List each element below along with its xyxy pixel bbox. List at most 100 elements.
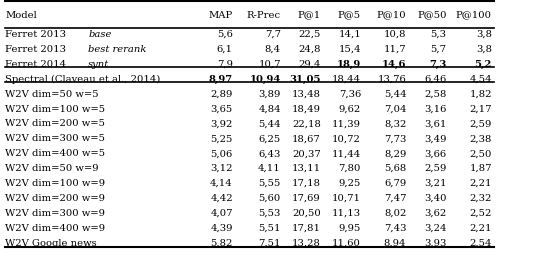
- Text: 3,62: 3,62: [424, 209, 446, 218]
- Text: 7,04: 7,04: [384, 105, 406, 114]
- Text: 1,82: 1,82: [469, 90, 492, 99]
- Text: W2V dim=200 w=5: W2V dim=200 w=5: [5, 119, 105, 128]
- Text: 1,87: 1,87: [469, 164, 492, 173]
- Text: 4,42: 4,42: [210, 194, 233, 203]
- Text: Spectral (Claveau et al., 2014): Spectral (Claveau et al., 2014): [5, 75, 161, 84]
- Text: Ferret 2014: Ferret 2014: [5, 60, 69, 69]
- Text: R-Prec: R-Prec: [247, 11, 281, 20]
- Text: 7,3: 7,3: [429, 60, 446, 69]
- Text: 2,38: 2,38: [469, 134, 492, 143]
- Text: 7,36: 7,36: [339, 90, 361, 99]
- Text: W2V dim=100 w=5: W2V dim=100 w=5: [5, 105, 106, 114]
- Text: 9,95: 9,95: [339, 224, 361, 233]
- Text: W2V dim=400 w=5: W2V dim=400 w=5: [5, 149, 106, 158]
- Text: 6,1: 6,1: [217, 45, 233, 54]
- Text: 5,55: 5,55: [258, 179, 281, 188]
- Text: 4,54: 4,54: [469, 75, 492, 84]
- Text: 11,60: 11,60: [332, 239, 361, 248]
- Text: best rerank: best rerank: [88, 45, 146, 54]
- Text: 29,4: 29,4: [299, 60, 321, 69]
- Text: 6,43: 6,43: [258, 149, 281, 158]
- Text: 2,58: 2,58: [424, 90, 446, 99]
- Text: P@5: P@5: [338, 11, 361, 20]
- Text: W2V dim=400 w=9: W2V dim=400 w=9: [5, 224, 106, 233]
- Text: 13,28: 13,28: [292, 239, 321, 248]
- Text: 18,49: 18,49: [292, 105, 321, 114]
- Text: W2V dim=300 w=9: W2V dim=300 w=9: [5, 209, 105, 218]
- Text: 10,94: 10,94: [249, 75, 281, 84]
- Text: 13,11: 13,11: [292, 164, 321, 173]
- Text: 5,6: 5,6: [217, 30, 233, 39]
- Text: 15,4: 15,4: [339, 45, 361, 54]
- Text: W2V dim=200 w=9: W2V dim=200 w=9: [5, 194, 105, 203]
- Text: P@50: P@50: [417, 11, 446, 20]
- Text: 3,49: 3,49: [424, 134, 446, 143]
- Text: 3,92: 3,92: [210, 119, 233, 128]
- Text: Ferret 2013: Ferret 2013: [5, 30, 69, 39]
- Text: 4,84: 4,84: [258, 105, 281, 114]
- Text: 3,12: 3,12: [210, 164, 233, 173]
- Text: P@100: P@100: [456, 11, 492, 20]
- Text: P@10: P@10: [377, 11, 406, 20]
- Text: 14,1: 14,1: [338, 30, 361, 39]
- Text: 18,44: 18,44: [332, 75, 361, 84]
- Text: 17,69: 17,69: [292, 194, 321, 203]
- Text: 3,61: 3,61: [424, 119, 446, 128]
- Text: 7,43: 7,43: [384, 224, 406, 233]
- Text: 6,46: 6,46: [424, 75, 446, 84]
- Text: 13,76: 13,76: [378, 75, 406, 84]
- Text: 7,7: 7,7: [265, 30, 281, 39]
- Text: 5,7: 5,7: [430, 45, 446, 54]
- Text: 8,29: 8,29: [384, 149, 406, 158]
- Text: 5,2: 5,2: [474, 60, 492, 69]
- Text: 2,59: 2,59: [424, 164, 446, 173]
- Text: 3,8: 3,8: [476, 45, 492, 54]
- Text: 22,5: 22,5: [299, 30, 321, 39]
- Text: 7,47: 7,47: [384, 194, 406, 203]
- Text: Model: Model: [5, 11, 37, 20]
- Text: 20,37: 20,37: [292, 149, 321, 158]
- Text: 11,7: 11,7: [384, 45, 406, 54]
- Text: 3,65: 3,65: [210, 105, 233, 114]
- Text: 3,8: 3,8: [476, 30, 492, 39]
- Text: Ferret 2013: Ferret 2013: [5, 45, 69, 54]
- Text: 5,44: 5,44: [258, 119, 281, 128]
- Text: 10,72: 10,72: [332, 134, 361, 143]
- Text: 11,39: 11,39: [332, 119, 361, 128]
- Text: base: base: [88, 30, 112, 39]
- Text: 8,97: 8,97: [209, 75, 233, 84]
- Text: 3,66: 3,66: [425, 149, 446, 158]
- Text: MAP: MAP: [209, 11, 233, 20]
- Text: 2,50: 2,50: [469, 149, 492, 158]
- Text: 11,13: 11,13: [332, 209, 361, 218]
- Text: 7,9: 7,9: [217, 60, 233, 69]
- Text: 7,80: 7,80: [339, 164, 361, 173]
- Text: 2,21: 2,21: [469, 224, 492, 233]
- Text: 22,18: 22,18: [292, 119, 321, 128]
- Text: W2V dim=50 w=5: W2V dim=50 w=5: [5, 90, 99, 99]
- Text: 3,16: 3,16: [424, 105, 446, 114]
- Text: 6,79: 6,79: [384, 179, 406, 188]
- Text: 5,44: 5,44: [384, 90, 406, 99]
- Text: 2,89: 2,89: [210, 90, 233, 99]
- Text: 3,89: 3,89: [258, 90, 281, 99]
- Text: 18,9: 18,9: [337, 60, 361, 69]
- Text: 8,02: 8,02: [384, 209, 406, 218]
- Text: 3,40: 3,40: [424, 194, 446, 203]
- Text: 2,32: 2,32: [469, 194, 492, 203]
- Text: 13,48: 13,48: [292, 90, 321, 99]
- Text: 4,14: 4,14: [210, 179, 233, 188]
- Text: 17,18: 17,18: [292, 179, 321, 188]
- Text: W2V dim=300 w=5: W2V dim=300 w=5: [5, 134, 105, 143]
- Text: 7,51: 7,51: [258, 239, 281, 248]
- Text: 11,44: 11,44: [332, 149, 361, 158]
- Text: 3,21: 3,21: [424, 179, 446, 188]
- Text: 4,39: 4,39: [210, 224, 233, 233]
- Text: 5,06: 5,06: [210, 149, 233, 158]
- Text: 20,50: 20,50: [292, 209, 321, 218]
- Text: 18,67: 18,67: [292, 134, 321, 143]
- Text: 2,52: 2,52: [469, 209, 492, 218]
- Text: 8,32: 8,32: [384, 119, 406, 128]
- Text: 10,7: 10,7: [258, 60, 281, 69]
- Text: 9,62: 9,62: [339, 105, 361, 114]
